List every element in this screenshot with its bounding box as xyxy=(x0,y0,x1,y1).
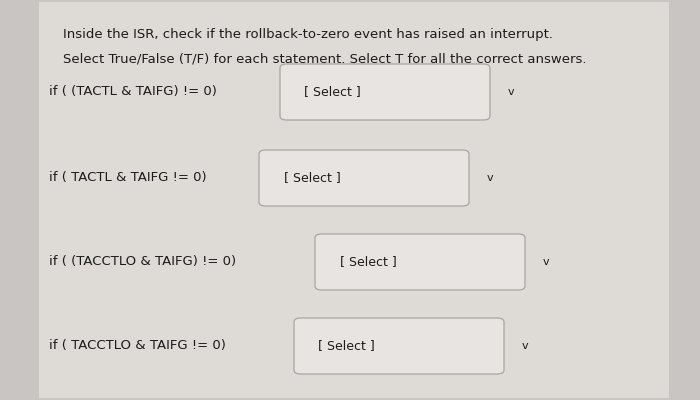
Text: Inside the ISR, check if the rollback-to-zero event has raised an interrupt.: Inside the ISR, check if the rollback-to… xyxy=(63,28,553,41)
Text: v: v xyxy=(486,173,493,183)
FancyBboxPatch shape xyxy=(38,2,668,398)
FancyBboxPatch shape xyxy=(315,234,525,290)
Text: if ( TACCTLO & TAIFG != 0): if ( TACCTLO & TAIFG != 0) xyxy=(49,340,226,352)
Text: if ( TACTL & TAIFG != 0): if ( TACTL & TAIFG != 0) xyxy=(49,172,206,184)
Text: if ( (TACCTLO & TAIFG) != 0): if ( (TACCTLO & TAIFG) != 0) xyxy=(49,256,236,268)
Text: v: v xyxy=(542,257,550,267)
Text: [ Select ]: [ Select ] xyxy=(304,86,361,98)
Text: [ Select ]: [ Select ] xyxy=(318,340,375,352)
FancyBboxPatch shape xyxy=(280,64,490,120)
FancyBboxPatch shape xyxy=(259,150,469,206)
FancyBboxPatch shape xyxy=(294,318,504,374)
Text: [ Select ]: [ Select ] xyxy=(340,256,396,268)
Text: v: v xyxy=(508,87,514,97)
Text: v: v xyxy=(522,341,528,351)
Text: Select True/False (T/F) for each statement. Select T for all the correct answers: Select True/False (T/F) for each stateme… xyxy=(63,52,587,65)
Text: if ( (TACTL & TAIFG) != 0): if ( (TACTL & TAIFG) != 0) xyxy=(49,86,217,98)
Text: [ Select ]: [ Select ] xyxy=(284,172,340,184)
